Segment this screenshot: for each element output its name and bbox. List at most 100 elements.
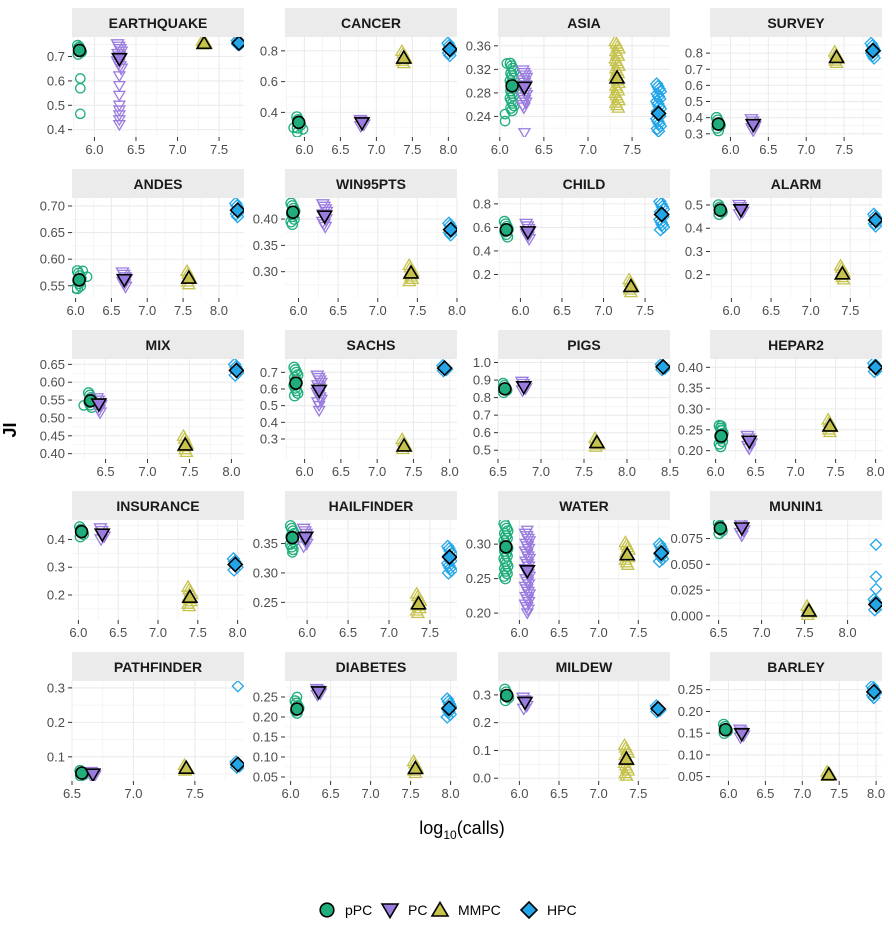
panel-strip xyxy=(285,330,457,359)
x-tick-label: 7.5 xyxy=(830,786,848,801)
outlier-point-ppc xyxy=(287,547,298,558)
panel-strip xyxy=(72,491,244,520)
mean-point-mmpc xyxy=(176,436,194,451)
panel-data xyxy=(72,198,244,295)
panel-data xyxy=(288,359,454,455)
panel-title: CANCER xyxy=(341,15,401,31)
x-tick-label: 6.5 xyxy=(329,303,347,318)
panel-mix: MIX 6.5 7.0 7.5 8.0 0.40 0.45 0.50 0.55 0.60 0.65 xyxy=(40,330,244,479)
x-tick-label: 7.0 xyxy=(532,464,550,479)
mean-point-pc xyxy=(733,727,751,743)
mean-point-mmpc xyxy=(180,269,198,284)
panel-title: MILDEW xyxy=(556,659,614,675)
panel-data xyxy=(289,683,457,779)
legend-key-pc xyxy=(380,903,400,920)
x-tick-label: 7.5 xyxy=(404,464,422,479)
y-tick-label: 0.10 xyxy=(253,750,278,765)
replicate-point-mmpc xyxy=(621,771,634,781)
panel-data xyxy=(285,520,457,619)
x-tick-label: 7.5 xyxy=(180,464,198,479)
replicate-point-mmpc xyxy=(621,763,636,776)
y-tick-label: 0.65 xyxy=(40,225,65,240)
x-tick-label: 6.5 xyxy=(322,786,340,801)
y-tick-label: 0.6 xyxy=(473,425,491,440)
y-tick-label: 0.30 xyxy=(678,402,703,417)
panel-strip xyxy=(498,330,670,359)
panel-title: SURVEY xyxy=(767,15,825,31)
y-tick-label: 0.2 xyxy=(47,588,65,603)
mean-point-pc xyxy=(516,696,534,711)
replicate-point-hpc xyxy=(652,82,667,96)
replicate-point-mmpc xyxy=(182,599,197,612)
x-tick-label: 6.0 xyxy=(69,625,87,640)
x-tick-label: 7.5 xyxy=(186,786,204,801)
x-tick-label: 8.0 xyxy=(839,625,857,640)
replicate-point-mmpc xyxy=(179,444,194,458)
y-tick-label: 0.65 xyxy=(40,357,65,372)
x-tick-label: 8.0 xyxy=(441,464,459,479)
y-tick-label: 0.6 xyxy=(260,74,278,89)
x-tick-label: 6.5 xyxy=(331,142,349,157)
panel-plot-area xyxy=(710,198,882,298)
replicate-point-mmpc xyxy=(620,557,635,570)
x-tick-label: 6.5 xyxy=(535,142,553,157)
mean-point-pc xyxy=(518,564,536,580)
y-tick-label: 0.4 xyxy=(260,415,278,430)
x-tick-label: 6.0 xyxy=(289,303,307,318)
mean-point-mmpc xyxy=(395,437,413,452)
panel-water: WATER 6.0 6.5 7.0 7.5 0.20 0.25 0.30 xyxy=(466,491,670,640)
y-tick-label: 0.7 xyxy=(260,365,278,380)
outlier-point-ppc xyxy=(501,58,513,69)
replicate-point-pc xyxy=(114,63,129,76)
outlier-point-pc xyxy=(520,525,534,537)
x-tick-label: 6.5 xyxy=(747,464,765,479)
mean-point-mmpc xyxy=(833,265,851,280)
y-tick-label: 0.05 xyxy=(678,769,703,784)
mean-point-mmpc xyxy=(395,49,413,64)
x-tick-label: 6.0 xyxy=(298,625,316,640)
mean-point-mmpc xyxy=(177,759,195,774)
y-tick-label: 0.2 xyxy=(47,715,65,730)
panel-title: DIABETES xyxy=(336,659,407,675)
mean-point-hpc xyxy=(442,221,457,238)
x-tick-label: 6.5 xyxy=(339,625,357,640)
x-tick-label: 6.0 xyxy=(722,303,740,318)
mean-point-pc xyxy=(297,531,314,546)
y-tick-label: 0.2 xyxy=(473,267,491,282)
panel-data xyxy=(717,681,882,781)
panel-strip xyxy=(710,330,882,359)
y-tick-label: 0.30 xyxy=(253,565,278,580)
mean-point-pc xyxy=(740,435,758,450)
mean-point-pc xyxy=(515,381,533,396)
x-tick-label: 7.0 xyxy=(793,786,811,801)
panel-data xyxy=(74,681,244,781)
y-tick-label: 0.35 xyxy=(253,536,278,551)
mean-point-pc xyxy=(84,768,102,781)
x-tick-label: 6.0 xyxy=(282,786,300,801)
mean-point-hpc xyxy=(229,202,244,219)
legend: pPC PC MMPC HPC xyxy=(319,900,577,920)
mean-point-pc xyxy=(519,226,537,241)
y-tick-label: 0.3 xyxy=(47,680,65,695)
panel-title: EARTHQUAKE xyxy=(109,15,208,31)
x-tick-label: 6.5 xyxy=(553,303,571,318)
panel-data xyxy=(72,37,244,132)
x-tick-label: 7.5 xyxy=(623,142,641,157)
y-tick-label: 0.9 xyxy=(473,373,491,388)
replicate-point-pc xyxy=(516,102,531,115)
legend-item-mmpc: MMPC xyxy=(430,900,501,918)
replicate-point-hpc xyxy=(651,114,665,129)
outlier-point-pc xyxy=(112,120,126,132)
y-tick-label: 0.2 xyxy=(685,267,703,282)
legend-label: pPC xyxy=(345,902,372,918)
x-tick-label: 7.0 xyxy=(579,142,597,157)
panel-earthquake: EARTHQUAKE 6.0 6.5 7.0 7.5 0.4 0.5 0.6 0.7 xyxy=(47,8,244,157)
x-tick-label: 7.0 xyxy=(168,142,186,157)
x-tick-label: 7.0 xyxy=(368,464,386,479)
y-tick-label: 0.40 xyxy=(253,212,278,227)
y-tick-label: 0.025 xyxy=(670,583,703,598)
panel-strip xyxy=(498,491,670,520)
panel-title: HAILFINDER xyxy=(329,498,414,514)
mean-point-pc xyxy=(516,81,533,96)
panel-data xyxy=(713,359,882,456)
